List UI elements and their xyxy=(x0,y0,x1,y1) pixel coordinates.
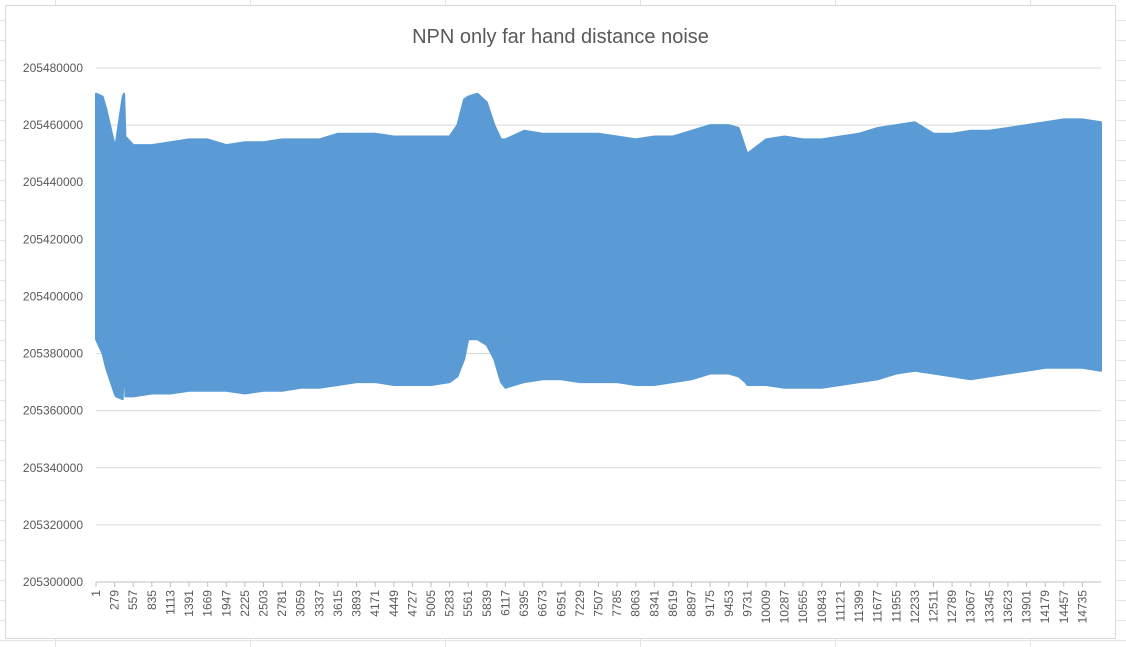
x-tick-label: 9731 xyxy=(740,590,754,617)
chart-area[interactable]: NPN only far hand distance noise 2053000… xyxy=(5,5,1116,639)
y-tick-label: 205480000 xyxy=(23,61,83,75)
x-tick-label: 8063 xyxy=(629,590,643,617)
y-tick-label: 205440000 xyxy=(23,175,83,189)
x-tick-label: 14179 xyxy=(1038,590,1052,624)
x-tick-label: 1947 xyxy=(219,590,233,617)
x-tick-label: 7785 xyxy=(610,590,624,617)
x-tick-label: 6673 xyxy=(536,590,550,617)
x-tick-label: 10843 xyxy=(815,590,829,624)
x-tick-label: 3893 xyxy=(350,590,364,617)
x-tick-label: 2781 xyxy=(275,590,289,617)
x-tick-label: 6395 xyxy=(517,590,531,617)
y-tick-label: 205420000 xyxy=(23,232,83,246)
x-tick-label: 11677 xyxy=(871,590,885,623)
chart-plot: 205300000 205320000 205340000 205360000 2053… xyxy=(23,61,1102,624)
y-tick-label: 205460000 xyxy=(23,118,83,132)
y-tick-label: 205320000 xyxy=(23,518,83,532)
x-tick-label: 6117 xyxy=(498,590,512,616)
x-tick-label: 7229 xyxy=(573,590,587,617)
x-tick-label: 5005 xyxy=(424,590,438,617)
x-tick-label: 11399 xyxy=(852,590,866,623)
x-tick-label: 1 xyxy=(89,590,103,597)
x-tick-label: 5839 xyxy=(480,590,494,617)
x-tick-label: 5283 xyxy=(443,590,457,617)
x-tick-label: 3337 xyxy=(312,590,326,617)
x-tick-label: 13623 xyxy=(1001,590,1015,624)
x-tick-label: 9175 xyxy=(703,590,717,617)
y-tick-label: 205300000 xyxy=(23,575,83,589)
x-tick-label: 13067 xyxy=(964,590,978,624)
x-tick-label: 3059 xyxy=(294,590,308,617)
x-tick-label: 8897 xyxy=(685,590,699,617)
x-tick-label: 1669 xyxy=(201,590,215,617)
x-tick-label: 4449 xyxy=(387,590,401,617)
x-tick-label: 2225 xyxy=(238,590,252,617)
x-tick-label: 12511 xyxy=(927,590,941,623)
series-band-0 xyxy=(95,92,1102,401)
x-tick-label: 1391 xyxy=(182,590,196,617)
x-tick-label: 8619 xyxy=(666,590,680,617)
x-tick-label: 3615 xyxy=(331,590,345,617)
x-tick-label: 5561 xyxy=(461,590,475,617)
x-tick-label: 1113 xyxy=(163,590,177,615)
x-tick-label: 6951 xyxy=(554,590,568,617)
x-tick-label: 2503 xyxy=(257,590,271,617)
y-tick-label: 205400000 xyxy=(23,289,83,303)
y-tick-label: 205360000 xyxy=(23,404,83,418)
x-tick-label: 8341 xyxy=(647,590,661,617)
x-tick-label: 14735 xyxy=(1075,590,1089,624)
x-tick-label: 4727 xyxy=(405,590,419,617)
chart-title: NPN only far hand distance noise xyxy=(412,26,709,48)
x-tick-label: 7507 xyxy=(592,590,606,617)
x-tick-label: 12789 xyxy=(945,590,959,624)
x-tick-label: 279 xyxy=(108,590,122,610)
x-tick-label: 14457 xyxy=(1057,590,1071,624)
y-tick-label: 205340000 xyxy=(23,461,83,475)
x-tick-label: 11121 xyxy=(833,590,847,622)
x-tick-label: 835 xyxy=(145,590,159,610)
x-tick-label: 4171 xyxy=(368,590,382,617)
x-tick-label: 13345 xyxy=(982,590,996,624)
x-tick-label: 9453 xyxy=(722,590,736,617)
y-tick-label: 205380000 xyxy=(23,347,83,361)
x-tick-label: 10287 xyxy=(778,590,792,624)
x-tick-label: 10565 xyxy=(796,590,810,624)
x-tick-label: 12233 xyxy=(908,590,922,624)
x-tick-label: 11955 xyxy=(889,590,903,623)
x-tick-label: 557 xyxy=(126,590,140,610)
x-tick-label: 10009 xyxy=(759,590,773,624)
x-tick-label: 13901 xyxy=(1020,590,1034,624)
